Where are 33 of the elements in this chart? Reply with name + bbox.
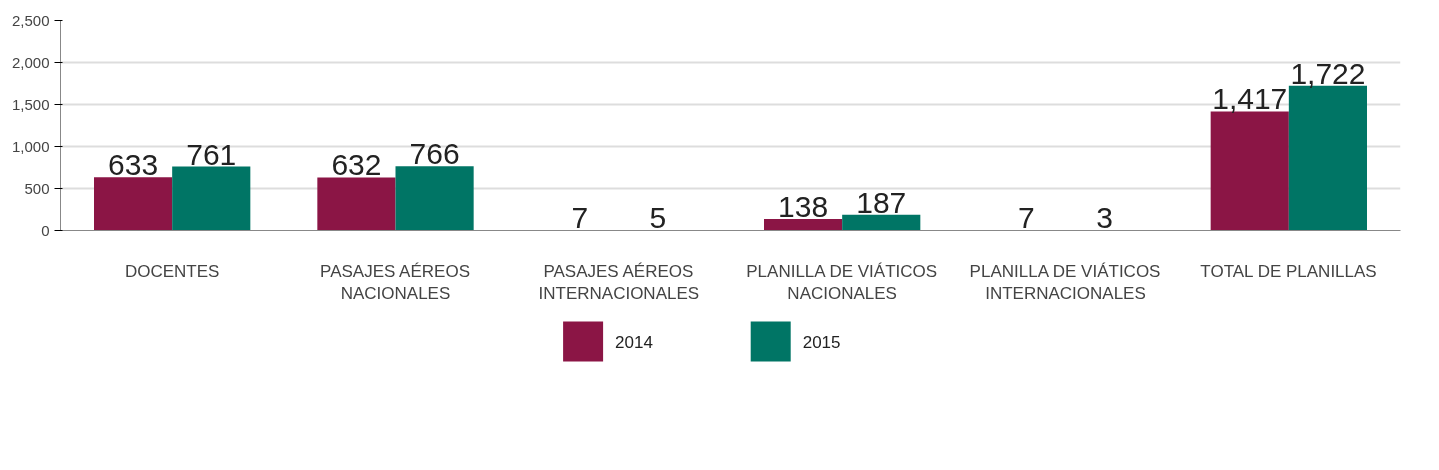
- x-tick-label: TOTAL DE PLANILLAS: [1200, 261, 1377, 281]
- x-tick-label: DOCENTES: [124, 261, 220, 281]
- data-label: 1,417: [1212, 82, 1288, 116]
- y-tick-label: 0: [41, 221, 50, 239]
- bar: [94, 177, 173, 231]
- y-tick-label: 2,000: [11, 53, 50, 71]
- y-tick-label: 500: [24, 179, 50, 197]
- data-label: 761: [186, 137, 237, 171]
- x-tick-label: PLANILLA DE VIÁTICOS INTERNACIONALES: [969, 261, 1161, 304]
- bar: [317, 177, 396, 231]
- data-label: 138: [778, 189, 829, 223]
- x-tick-label: PASAJES AÉREOS NACIONALES: [320, 261, 470, 304]
- legend-label: 2014: [615, 332, 653, 352]
- bar: [1210, 111, 1289, 231]
- data-label: 187: [856, 185, 907, 219]
- y-tick-label: 1,500: [11, 95, 50, 113]
- bar: [764, 218, 843, 231]
- bar: [395, 166, 474, 231]
- x-tick-label: PLANILLA DE VIÁTICOS NACIONALES: [746, 261, 938, 304]
- data-label: 632: [331, 148, 382, 182]
- y-tick-label: 2,500: [11, 11, 50, 29]
- data-label: 5: [649, 201, 667, 235]
- data-label: 633: [108, 148, 159, 182]
- bar: [842, 214, 921, 231]
- data-label: 7: [1018, 200, 1035, 234]
- data-label: 3: [1096, 201, 1113, 235]
- x-tick-label: PASAJES AÉREOS INTERNACIONALES: [538, 261, 700, 304]
- data-label: 1,722: [1290, 56, 1366, 90]
- bar: [172, 166, 251, 231]
- data-label: 766: [409, 137, 460, 171]
- y-tick-label: 1,000: [11, 137, 50, 155]
- data-label: 7: [571, 200, 589, 234]
- legend-label: 2015: [802, 332, 841, 352]
